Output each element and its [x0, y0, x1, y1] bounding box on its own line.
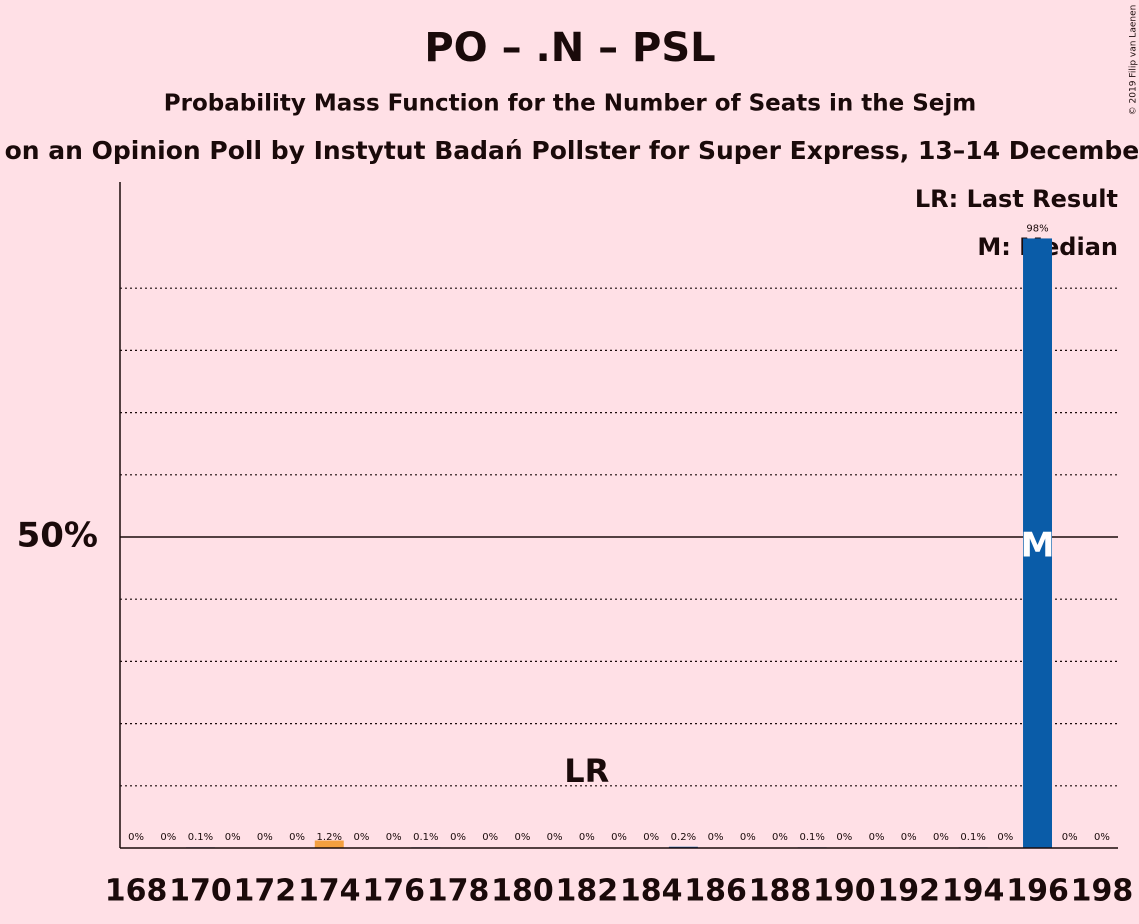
value-label: 0.1% [188, 832, 213, 843]
x-tick-label: 192 [877, 874, 940, 909]
value-label: 0% [643, 832, 659, 843]
value-label: 0% [772, 832, 788, 843]
y-tick-label: 50% [17, 516, 98, 556]
last-result-marker: LR [564, 752, 609, 790]
x-tick-label: 194 [942, 874, 1005, 909]
x-tick-label: 184 [620, 874, 683, 909]
value-label: 98% [1026, 223, 1048, 234]
value-label: 0.2% [671, 832, 696, 843]
bar [314, 840, 344, 848]
value-label: 0% [1062, 832, 1078, 843]
x-tick-label: 170 [169, 874, 232, 909]
x-tick-label: 198 [1071, 874, 1134, 909]
bar [1023, 238, 1053, 848]
chart-caption: Based on an Opinion Poll by Instytut Bad… [0, 136, 1139, 165]
value-label: 0% [257, 832, 273, 843]
value-label: 0% [160, 832, 176, 843]
value-label: 0% [901, 832, 917, 843]
value-label: 0% [933, 832, 949, 843]
value-label: 0% [225, 832, 241, 843]
value-label: 0.1% [799, 832, 824, 843]
value-label: 0.1% [960, 832, 985, 843]
x-tick-label: 180 [491, 874, 554, 909]
chart-subtitle: Probability Mass Function for the Number… [164, 91, 976, 117]
median-marker: M [1021, 526, 1055, 566]
value-label: 0% [836, 832, 852, 843]
value-label: 0% [386, 832, 402, 843]
value-label: 1.2% [317, 832, 342, 843]
x-tick-label: 182 [555, 874, 618, 909]
x-tick-label: 168 [105, 874, 168, 909]
chart-title: PO – .N – PSL [424, 25, 715, 71]
value-label: 0% [482, 832, 498, 843]
value-label: 0% [611, 832, 627, 843]
x-tick-label: 186 [684, 874, 747, 909]
value-label: 0% [354, 832, 370, 843]
x-tick-label: 188 [749, 874, 812, 909]
value-label: 0% [579, 832, 595, 843]
x-tick-label: 172 [234, 874, 297, 909]
x-tick-label: 176 [362, 874, 425, 909]
value-label: 0% [450, 832, 466, 843]
x-tick-label: 196 [1006, 874, 1069, 909]
x-tick-label: 178 [427, 874, 490, 909]
value-label: 0% [1094, 832, 1110, 843]
value-label: 0% [708, 832, 724, 843]
value-label: 0% [514, 832, 530, 843]
legend-entry: LR: Last Result [915, 185, 1118, 213]
value-label: 0% [128, 832, 144, 843]
value-label: 0% [547, 832, 563, 843]
copyright: © 2019 Filip van Laenen [1129, 5, 1139, 116]
value-label: 0% [997, 832, 1013, 843]
value-label: 0% [869, 832, 885, 843]
value-label: 0.1% [413, 832, 438, 843]
value-label: 0% [740, 832, 756, 843]
x-tick-label: 190 [813, 874, 876, 909]
x-tick-label: 174 [298, 874, 361, 909]
value-label: 0% [289, 832, 305, 843]
